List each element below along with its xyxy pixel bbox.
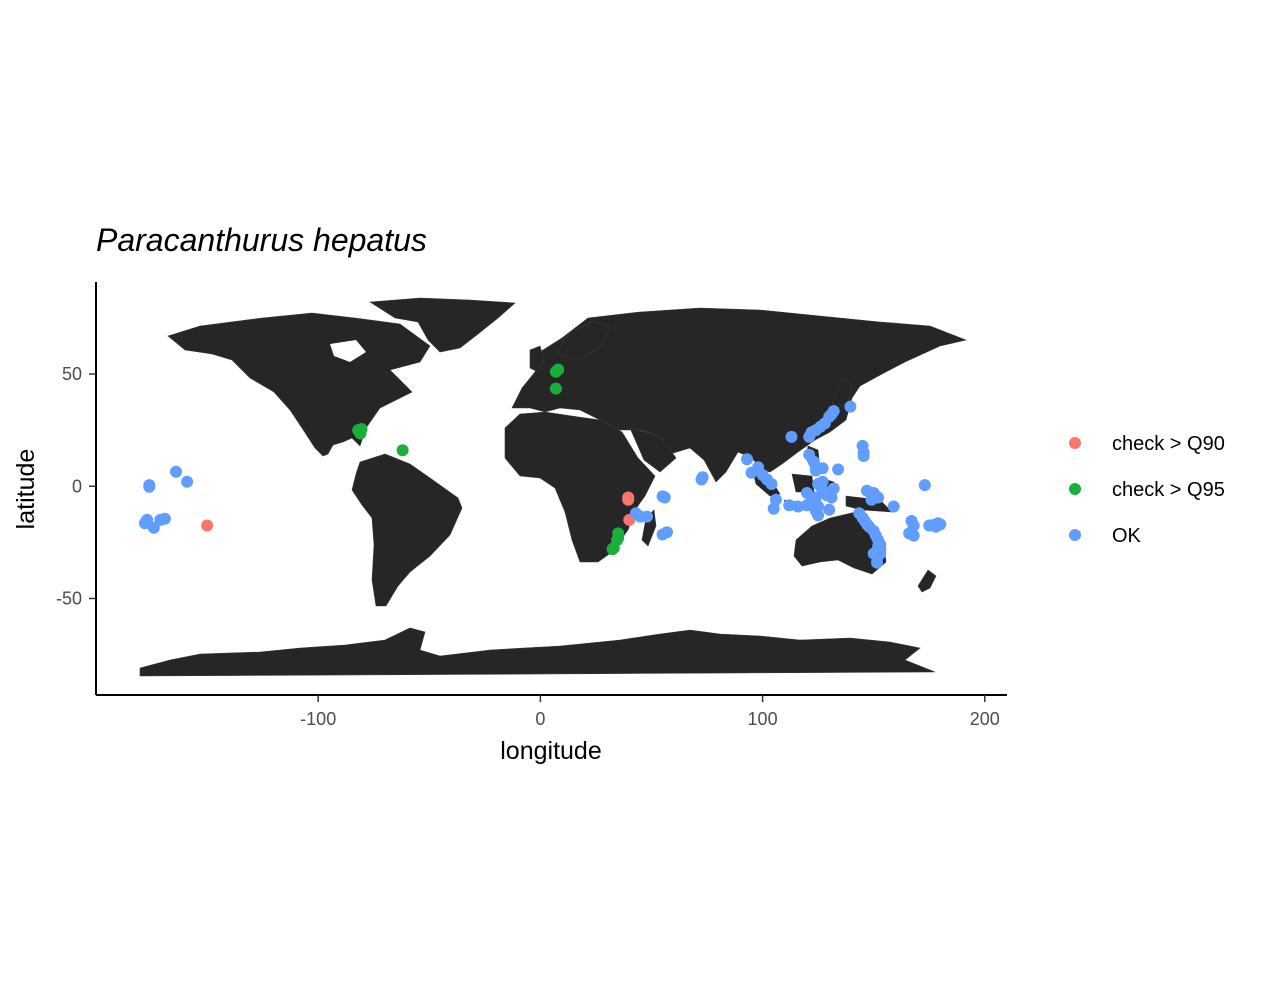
chart-title: Paracanthurus hepatus xyxy=(96,222,427,258)
legend-label-0: check > Q90 xyxy=(1112,433,1225,455)
point-series-2-1 xyxy=(141,513,154,526)
point-series-2-38 xyxy=(844,400,857,413)
point-series-2-37 xyxy=(827,405,840,418)
point-series-2-82 xyxy=(934,518,947,531)
point-series-2-25 xyxy=(767,502,780,515)
point-series-2-24 xyxy=(769,493,782,506)
point-series-2-44 xyxy=(816,475,829,488)
land-greenland xyxy=(369,297,516,353)
legend-key-1 xyxy=(1069,483,1081,495)
point-series-2-85 xyxy=(874,547,887,560)
land-north-america xyxy=(167,312,431,457)
point-series-1-1 xyxy=(552,363,565,376)
land-new-zealand xyxy=(917,569,937,593)
land-africa xyxy=(504,411,656,563)
point-series-2-90 xyxy=(801,487,813,499)
point-series-2-4 xyxy=(147,521,160,534)
land-scandinavia xyxy=(555,321,611,361)
point-series-2-76 xyxy=(907,529,920,542)
land-japan xyxy=(831,377,853,409)
y-ticks: 50 0 -50 xyxy=(56,364,96,608)
y-axis-title: latitude xyxy=(12,449,40,530)
land-antarctica xyxy=(139,627,936,677)
y-tick-label: 50 xyxy=(62,364,82,384)
land-south-america xyxy=(351,453,463,607)
legend-label-1: check > Q95 xyxy=(1112,479,1225,501)
x-tick-label: 200 xyxy=(970,709,1000,729)
land-arabia xyxy=(629,427,677,473)
hudson-bay xyxy=(330,340,366,362)
x-axis-title: longitude xyxy=(500,737,601,765)
land-uk xyxy=(529,345,545,373)
point-series-2-15 xyxy=(661,526,673,539)
point-series-1-7 xyxy=(396,444,409,457)
point-series-2-52 xyxy=(832,463,845,476)
legend-key-2 xyxy=(1069,529,1081,541)
land-madagascar xyxy=(641,509,657,547)
point-series-2-71 xyxy=(871,556,883,569)
point-series-2-23 xyxy=(765,478,778,490)
point-series-2-91 xyxy=(816,462,829,475)
y-tick-label: -50 xyxy=(56,588,82,608)
point-series-1-6 xyxy=(354,427,367,440)
point-series-2-50 xyxy=(812,509,825,522)
point-series-2-8 xyxy=(181,475,194,488)
legend-label-2: OK xyxy=(1112,525,1142,547)
point-series-2-89 xyxy=(827,482,840,495)
point-series-0-2 xyxy=(622,493,635,506)
point-series-2-27 xyxy=(785,430,798,443)
point-series-2-7 xyxy=(170,465,182,478)
y-tick-label: 0 xyxy=(72,476,82,496)
point-series-1-2 xyxy=(549,382,562,395)
point-series-2-54 xyxy=(857,450,870,462)
point-series-2-26 xyxy=(783,499,796,512)
points-layer xyxy=(138,363,947,569)
point-series-2-51 xyxy=(823,503,836,516)
point-series-2-13 xyxy=(658,491,671,504)
point-series-2-72 xyxy=(887,500,900,513)
point-series-1-12 xyxy=(606,543,619,556)
point-series-2-59 xyxy=(872,491,885,504)
x-tick-label: -100 xyxy=(300,709,336,729)
x-tick-label: 100 xyxy=(748,709,778,729)
point-series-2-18 xyxy=(741,453,753,466)
point-series-2-55 xyxy=(856,439,869,452)
x-tick-label: 0 xyxy=(535,709,545,729)
point-series-0-0 xyxy=(201,519,214,532)
point-series-2-3 xyxy=(143,480,156,493)
point-series-2-6 xyxy=(158,512,171,525)
point-series-2-77 xyxy=(918,479,931,492)
point-series-2-11 xyxy=(641,510,653,523)
point-series-2-28 xyxy=(792,500,805,513)
legend: check > Q90 check > Q95 OK xyxy=(1069,433,1225,547)
point-series-2-17 xyxy=(695,473,708,486)
x-ticks: -100 0 100 200 xyxy=(300,695,1000,729)
map-layer xyxy=(139,297,968,677)
legend-key-0 xyxy=(1069,437,1081,449)
